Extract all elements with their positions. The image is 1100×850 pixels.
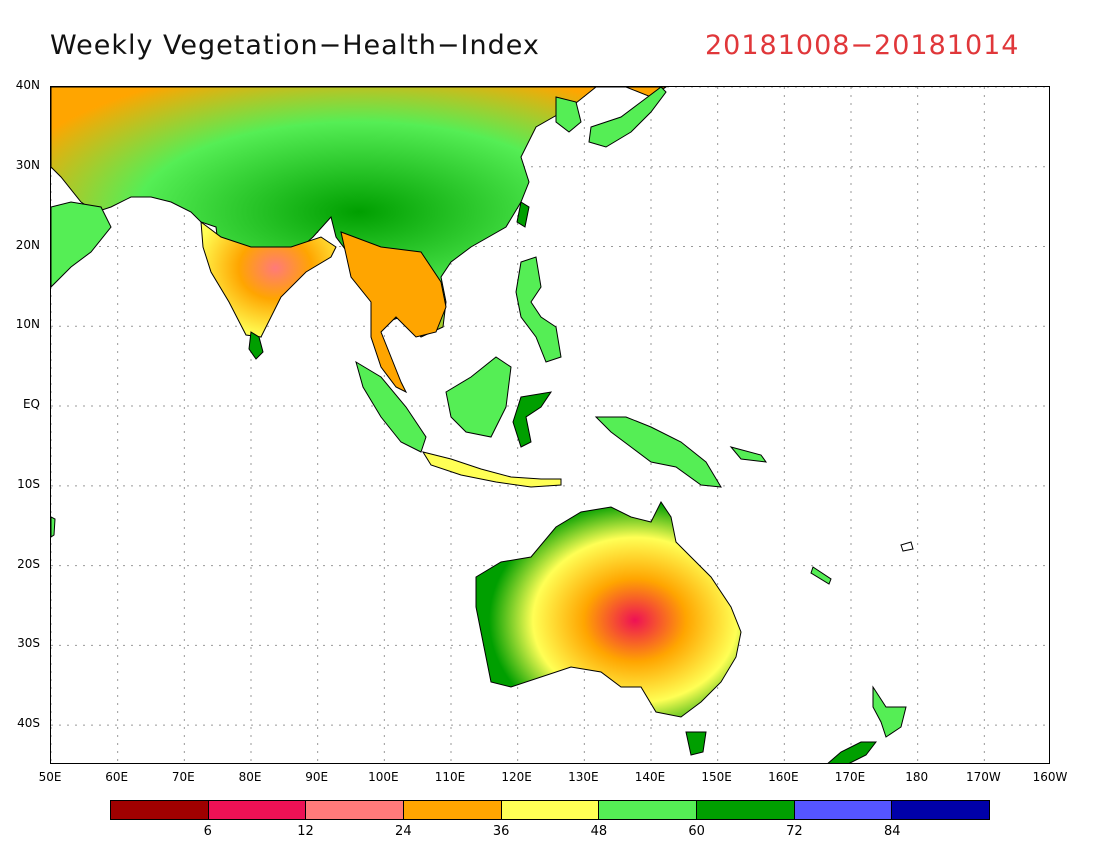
- land-borneo: [445, 356, 512, 438]
- latitude-label: 10S: [17, 476, 40, 491]
- land-sulawesi: [512, 391, 553, 448]
- legend-tick-label: 24: [395, 824, 412, 839]
- land-arabia: [51, 201, 112, 288]
- legend-color-swatch: [111, 801, 209, 819]
- land-tasmania: [685, 731, 707, 756]
- longitude-label: 140E: [634, 770, 666, 784]
- longitude-label: 170E: [834, 770, 866, 784]
- land-india: [200, 220, 337, 338]
- date-range: 20181008−20181014: [705, 30, 1020, 61]
- land-fiji: [900, 541, 914, 552]
- land-madagascar-edge: [51, 516, 56, 538]
- land-australia: [475, 501, 742, 718]
- land-indochina: [340, 231, 447, 394]
- longitude-label: 150E: [701, 770, 732, 784]
- legend-tick-label: 6: [203, 824, 212, 839]
- longitude-label: 70E: [171, 770, 195, 784]
- longitude-label: 90E: [305, 770, 329, 784]
- legend-tick-label: 12: [297, 824, 314, 839]
- land-new-zealand-south: [827, 741, 878, 763]
- longitude-label: 60E: [105, 770, 129, 784]
- land-sumatra: [355, 360, 427, 453]
- legend-tick-label: 84: [883, 824, 901, 839]
- land-sri-lanka: [248, 331, 264, 360]
- land-korea: [555, 96, 582, 133]
- longitude-label: 110E: [434, 770, 466, 784]
- legend-tick-label: 60: [688, 824, 705, 839]
- latitude-label: 40N: [15, 78, 40, 92]
- legend-tick-label: 72: [786, 824, 803, 839]
- longitude-label: 180: [905, 770, 929, 784]
- legend-color-swatch: [794, 801, 893, 819]
- longitude-label: 120E: [501, 770, 532, 784]
- map-title: Weekly Vegetation−Health−Index: [50, 30, 540, 61]
- map-panel: [50, 86, 1050, 764]
- legend-color-swatch: [208, 801, 307, 819]
- land-new-zealand-north: [872, 685, 907, 738]
- longitude-label: 80E: [238, 770, 262, 784]
- latitude-label: 20N: [15, 237, 40, 252]
- longitude-label: 100E: [368, 770, 399, 784]
- legend-color-swatch: [892, 801, 990, 819]
- land-taiwan: [516, 201, 530, 228]
- legend-color-swatch: [306, 801, 405, 819]
- color-legend-bar: [110, 800, 990, 820]
- latitude-label: 40S: [17, 716, 40, 731]
- land-java: [421, 451, 562, 488]
- land-solomon-islands: [729, 446, 768, 463]
- legend-color-swatch: [599, 801, 698, 819]
- longitude-label: 50E: [38, 770, 62, 784]
- legend-color-swatch: [697, 801, 795, 819]
- latitude-label: 20S: [17, 556, 40, 571]
- legend-color-swatch: [404, 801, 502, 819]
- longitude-label: 170W: [965, 770, 1001, 784]
- legend-tick-label: 36: [492, 824, 510, 839]
- land-new-guinea: [594, 416, 722, 488]
- latitude-label: 30N: [15, 157, 40, 172]
- legend-tick-label: 48: [590, 824, 608, 839]
- land-japan: [588, 87, 667, 148]
- latitude-label: 10N: [15, 317, 40, 332]
- longitude-label: 160W: [1032, 770, 1068, 784]
- vegetation-health-map: [51, 87, 1049, 763]
- land-philippines: [515, 256, 562, 363]
- legend-color-swatch: [501, 801, 600, 819]
- latitude-label: 30S: [17, 636, 40, 651]
- longitude-label: 160E: [768, 770, 799, 784]
- latitude-label: EQ: [22, 397, 40, 412]
- land-new-caledonia: [810, 566, 832, 585]
- longitude-label: 130E: [568, 770, 599, 784]
